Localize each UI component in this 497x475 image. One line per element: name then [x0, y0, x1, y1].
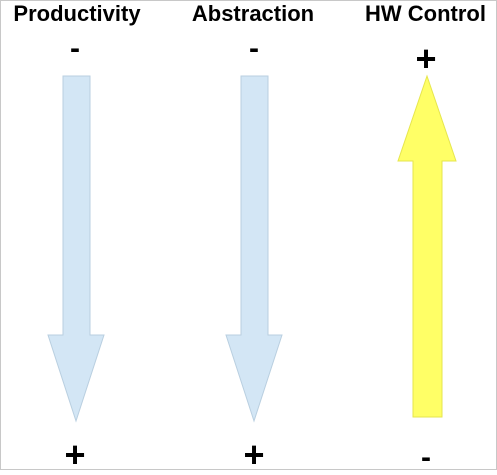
- productivity-top-sign: -: [70, 32, 80, 65]
- productivity-bottom-sign: +: [64, 434, 86, 475]
- hw-control-top-sign: +: [415, 38, 437, 79]
- column-title-productivity: Productivity: [13, 1, 141, 26]
- abstraction-down-arrow: [225, 75, 283, 423]
- hw-control-up-arrow: [397, 74, 457, 418]
- hw-control-bottom-sign: -: [421, 441, 431, 474]
- abstraction-top-sign: -: [249, 32, 259, 65]
- productivity-down-arrow: [47, 75, 105, 423]
- column-title-hw-control: HW Control: [365, 1, 486, 26]
- column-title-abstraction: Abstraction: [191, 1, 315, 26]
- abstraction-bottom-sign: +: [243, 434, 265, 475]
